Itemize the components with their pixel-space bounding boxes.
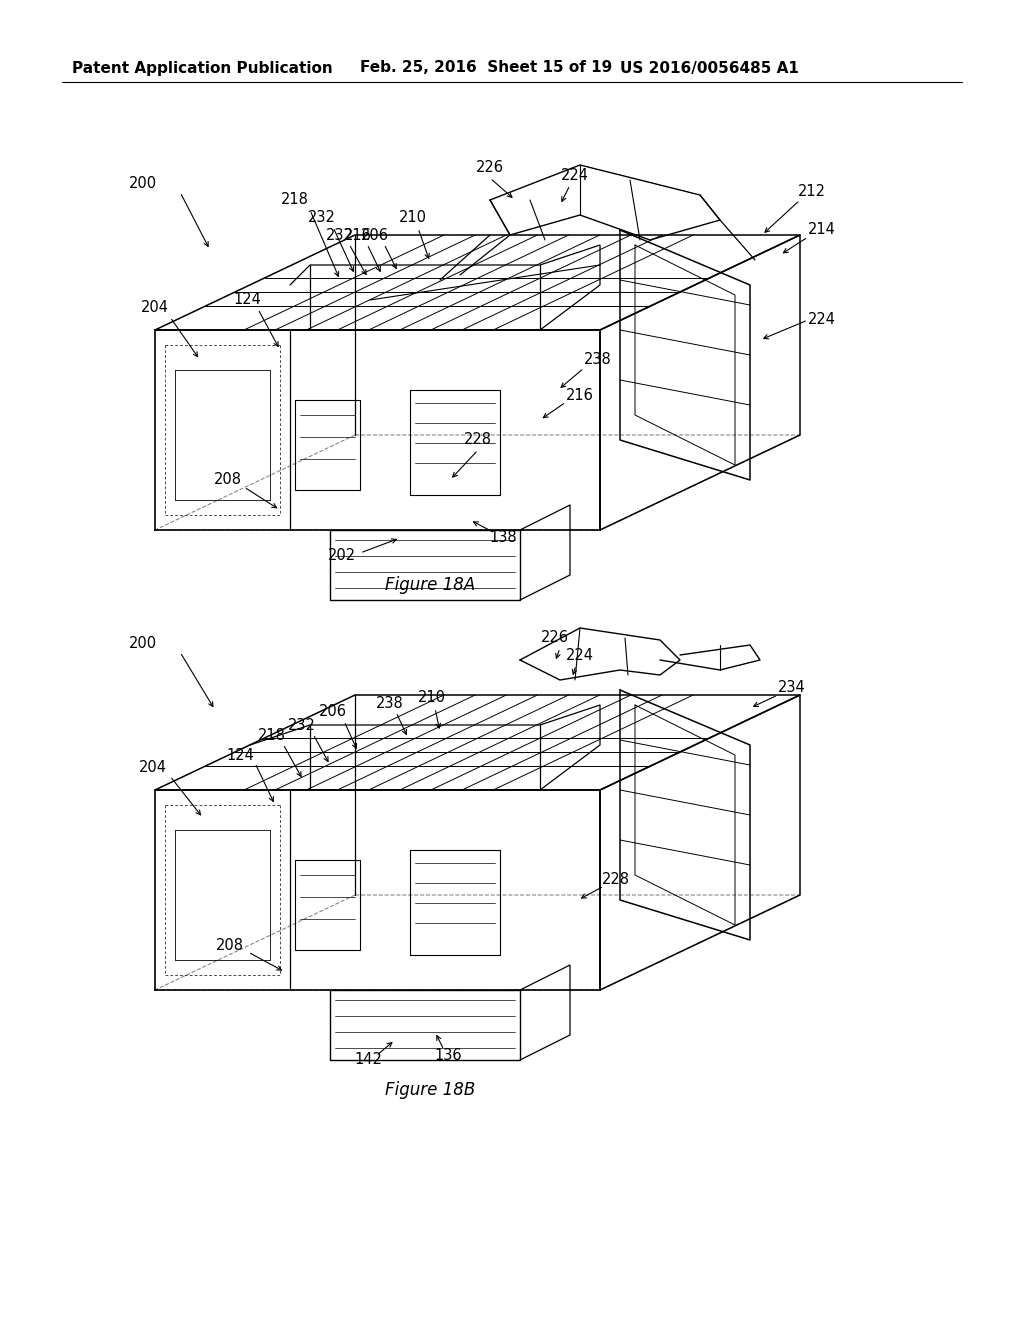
- Text: 224: 224: [561, 168, 589, 182]
- Text: 226: 226: [541, 631, 569, 645]
- Text: Patent Application Publication: Patent Application Publication: [72, 61, 333, 75]
- Text: 216: 216: [566, 388, 594, 403]
- Text: 218: 218: [258, 727, 286, 742]
- Text: 228: 228: [602, 873, 630, 887]
- Text: 142: 142: [354, 1052, 382, 1068]
- Text: 208: 208: [216, 937, 244, 953]
- Text: 210: 210: [399, 210, 427, 226]
- Text: 200: 200: [129, 176, 157, 190]
- Text: Figure 18B: Figure 18B: [385, 1081, 475, 1100]
- Text: 200: 200: [129, 635, 157, 651]
- Text: 224: 224: [808, 313, 836, 327]
- Text: 124: 124: [226, 747, 254, 763]
- Text: 204: 204: [141, 301, 169, 315]
- Text: 204: 204: [139, 760, 167, 776]
- Text: 218: 218: [281, 193, 309, 207]
- Text: 206: 206: [319, 705, 347, 719]
- Text: 238: 238: [584, 352, 612, 367]
- Text: 232: 232: [288, 718, 316, 733]
- Text: Figure 18A: Figure 18A: [385, 576, 475, 594]
- Text: 234: 234: [778, 681, 806, 696]
- Text: 202: 202: [328, 548, 356, 562]
- Text: 214: 214: [808, 223, 836, 238]
- Text: 238: 238: [376, 696, 403, 710]
- Text: 232: 232: [308, 210, 336, 226]
- Text: 136: 136: [434, 1048, 462, 1063]
- Text: 206: 206: [361, 227, 389, 243]
- Text: 138: 138: [489, 531, 517, 545]
- Text: Feb. 25, 2016  Sheet 15 of 19: Feb. 25, 2016 Sheet 15 of 19: [360, 61, 612, 75]
- Text: 232: 232: [326, 227, 354, 243]
- Text: US 2016/0056485 A1: US 2016/0056485 A1: [620, 61, 799, 75]
- Text: 210: 210: [418, 690, 446, 705]
- Text: 228: 228: [464, 433, 492, 447]
- Text: 224: 224: [566, 648, 594, 663]
- Text: 124: 124: [233, 293, 261, 308]
- Text: 208: 208: [214, 473, 242, 487]
- Text: 216: 216: [344, 227, 372, 243]
- Text: 212: 212: [798, 185, 826, 199]
- Text: 226: 226: [476, 161, 504, 176]
